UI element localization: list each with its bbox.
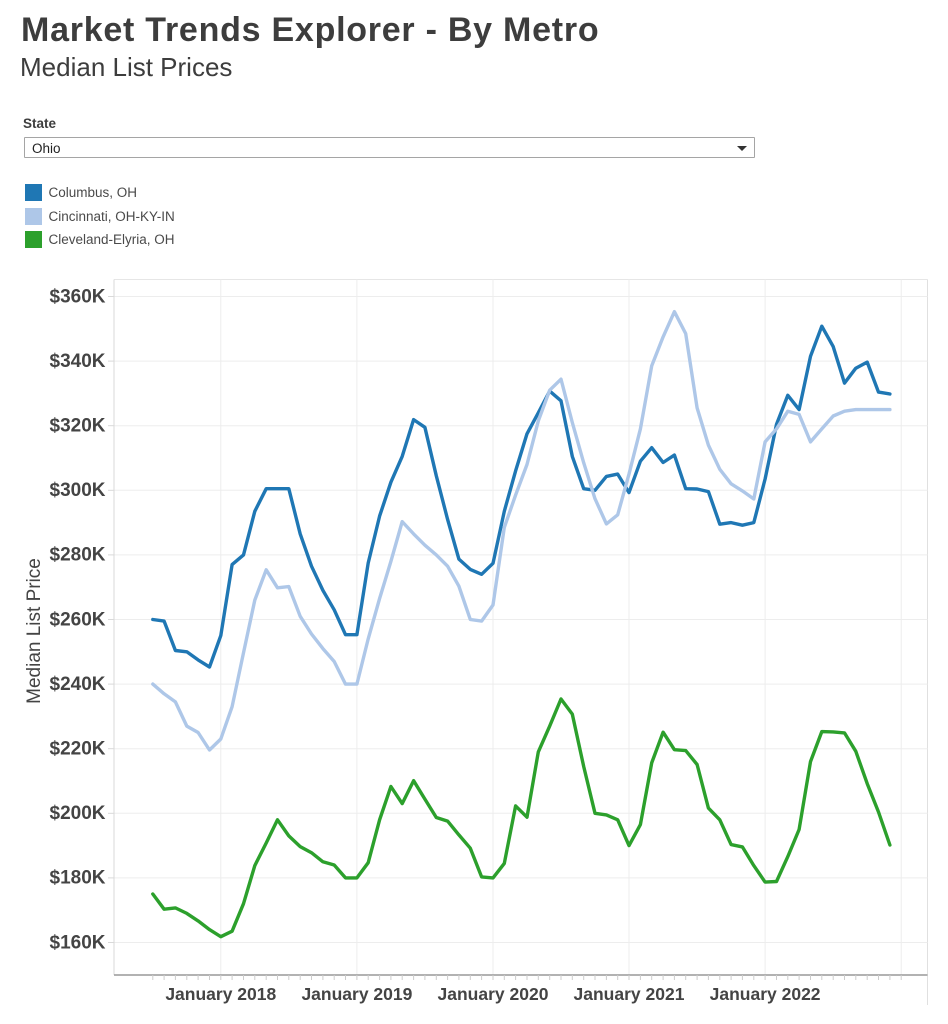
svg-text:January 2018: January 2018	[165, 984, 276, 1004]
svg-text:$320K: $320K	[50, 416, 106, 437]
svg-text:January 2022: January 2022	[710, 984, 821, 1004]
svg-text:$200K: $200K	[50, 803, 106, 824]
svg-text:$240K: $240K	[50, 674, 106, 695]
svg-text:January 2019: January 2019	[301, 984, 412, 1004]
svg-text:$160K: $160K	[50, 932, 106, 953]
svg-text:$340K: $340K	[50, 351, 106, 372]
svg-text:$300K: $300K	[50, 480, 106, 501]
svg-text:$280K: $280K	[50, 545, 106, 566]
svg-text:January 2021: January 2021	[574, 984, 685, 1004]
svg-text:$220K: $220K	[50, 739, 106, 760]
svg-text:Median List Price: Median List Price	[24, 558, 45, 704]
svg-text:January 2020: January 2020	[438, 984, 549, 1004]
svg-text:$260K: $260K	[50, 609, 106, 630]
svg-text:$180K: $180K	[50, 868, 106, 889]
svg-text:$360K: $360K	[50, 286, 106, 307]
